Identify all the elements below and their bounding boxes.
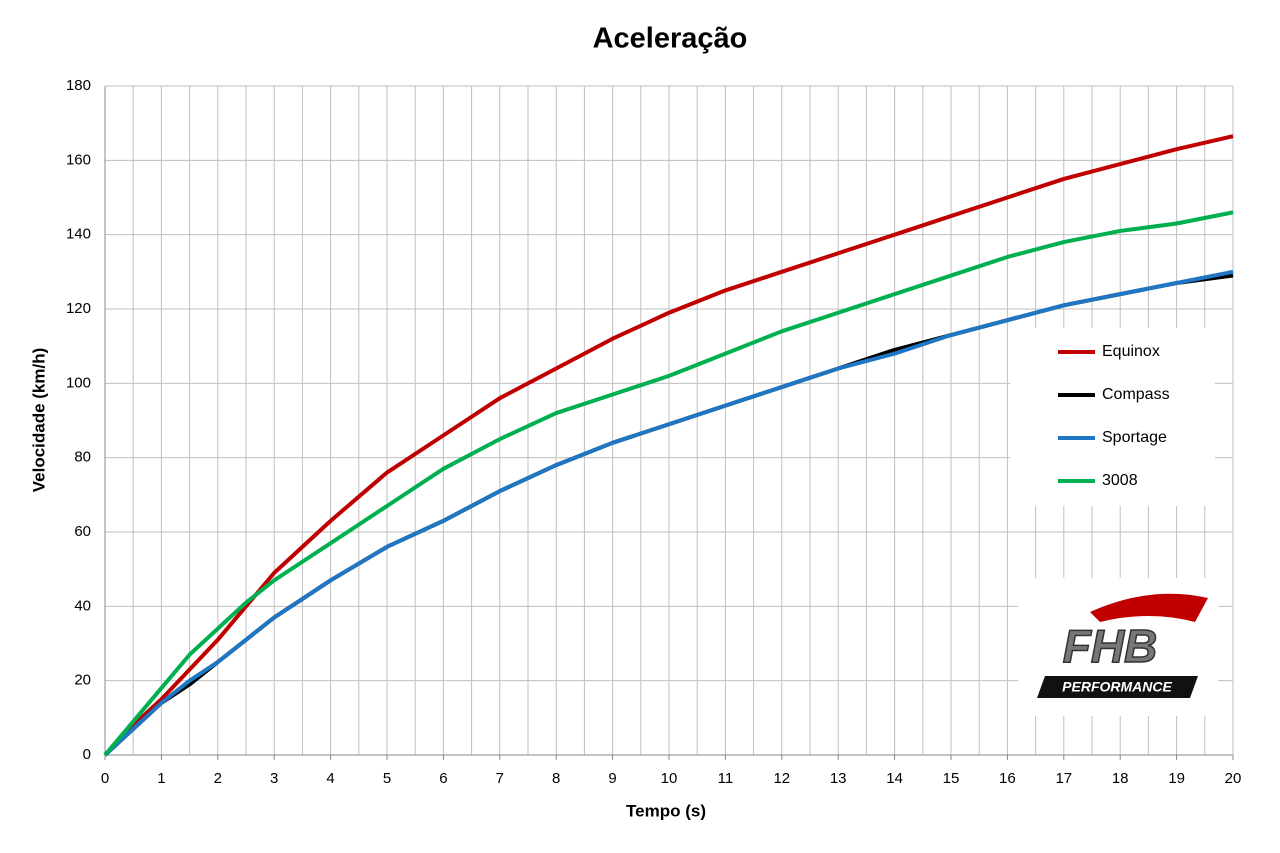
legend: Equinox Compass Sportage 3008 bbox=[1010, 328, 1215, 506]
x-tick-label: 15 bbox=[943, 770, 960, 787]
logo-swoosh bbox=[1090, 593, 1208, 622]
x-tick-label: 19 bbox=[1168, 770, 1185, 787]
x-tick-label: 14 bbox=[886, 770, 903, 787]
x-tick-label: 6 bbox=[439, 770, 447, 787]
chart-title: Aceleração bbox=[593, 23, 748, 55]
x-tick-label: 3 bbox=[270, 770, 278, 787]
grid: 0 1 2 3 4 5 6 7 8 9 10 11 12 13 14 15 16 17 18 19 2002040608… bbox=[66, 77, 1241, 787]
x-tick-label: 7 bbox=[496, 770, 504, 787]
y-axis-label: Velocidade (km/h) bbox=[29, 348, 48, 493]
x-tick-label: 17 bbox=[1055, 770, 1072, 787]
logo-subtitle: PERFORMANCE bbox=[1062, 679, 1172, 695]
y-tick-label: 160 bbox=[66, 151, 91, 168]
lines bbox=[103, 134, 1234, 757]
legend-box bbox=[1010, 328, 1215, 506]
x-axis-label: Tempo (s) bbox=[626, 801, 706, 820]
x-tick-label: 1 bbox=[157, 770, 165, 787]
legend-label: Sportage bbox=[1102, 429, 1167, 446]
logo-band bbox=[1037, 676, 1198, 698]
x-tick-label: 20 bbox=[1225, 770, 1242, 787]
logo-title: FHB bbox=[1063, 620, 1158, 672]
y-tick-label: 180 bbox=[66, 77, 91, 94]
logo: FHB PERFORMANCE bbox=[1018, 578, 1218, 716]
legend-label: Equinox bbox=[1102, 343, 1160, 360]
x-tick-label: 11 bbox=[718, 770, 734, 787]
y-tick-label: 40 bbox=[74, 597, 91, 614]
series-line bbox=[103, 210, 1234, 757]
x-tick-label: 9 bbox=[608, 770, 616, 787]
y-tick-label: 120 bbox=[66, 300, 91, 317]
y-tick-label: 20 bbox=[74, 672, 91, 689]
x-tick-label: 4 bbox=[326, 770, 334, 787]
y-tick-label: 80 bbox=[74, 449, 91, 466]
y-tick-label: 0 bbox=[83, 746, 91, 763]
x-tick-label: 18 bbox=[1112, 770, 1129, 787]
x-tick-label: 0 bbox=[101, 770, 109, 787]
legend-label: 3008 bbox=[1102, 472, 1138, 489]
series-line bbox=[103, 269, 1234, 757]
series-line bbox=[103, 134, 1234, 757]
x-tick-label: 13 bbox=[830, 770, 847, 787]
x-tick-label: 12 bbox=[773, 770, 790, 787]
legend-label: Compass bbox=[1102, 386, 1170, 403]
x-tick-label: 10 bbox=[661, 770, 678, 787]
y-tick-label: 140 bbox=[66, 226, 91, 243]
x-tick-label: 2 bbox=[214, 770, 222, 787]
x-tick-label: 8 bbox=[552, 770, 560, 787]
y-tick-label: 60 bbox=[74, 523, 91, 540]
x-tick-label: 5 bbox=[383, 770, 391, 787]
y-tick-label: 100 bbox=[66, 374, 91, 391]
x-tick-label: 16 bbox=[999, 770, 1016, 787]
